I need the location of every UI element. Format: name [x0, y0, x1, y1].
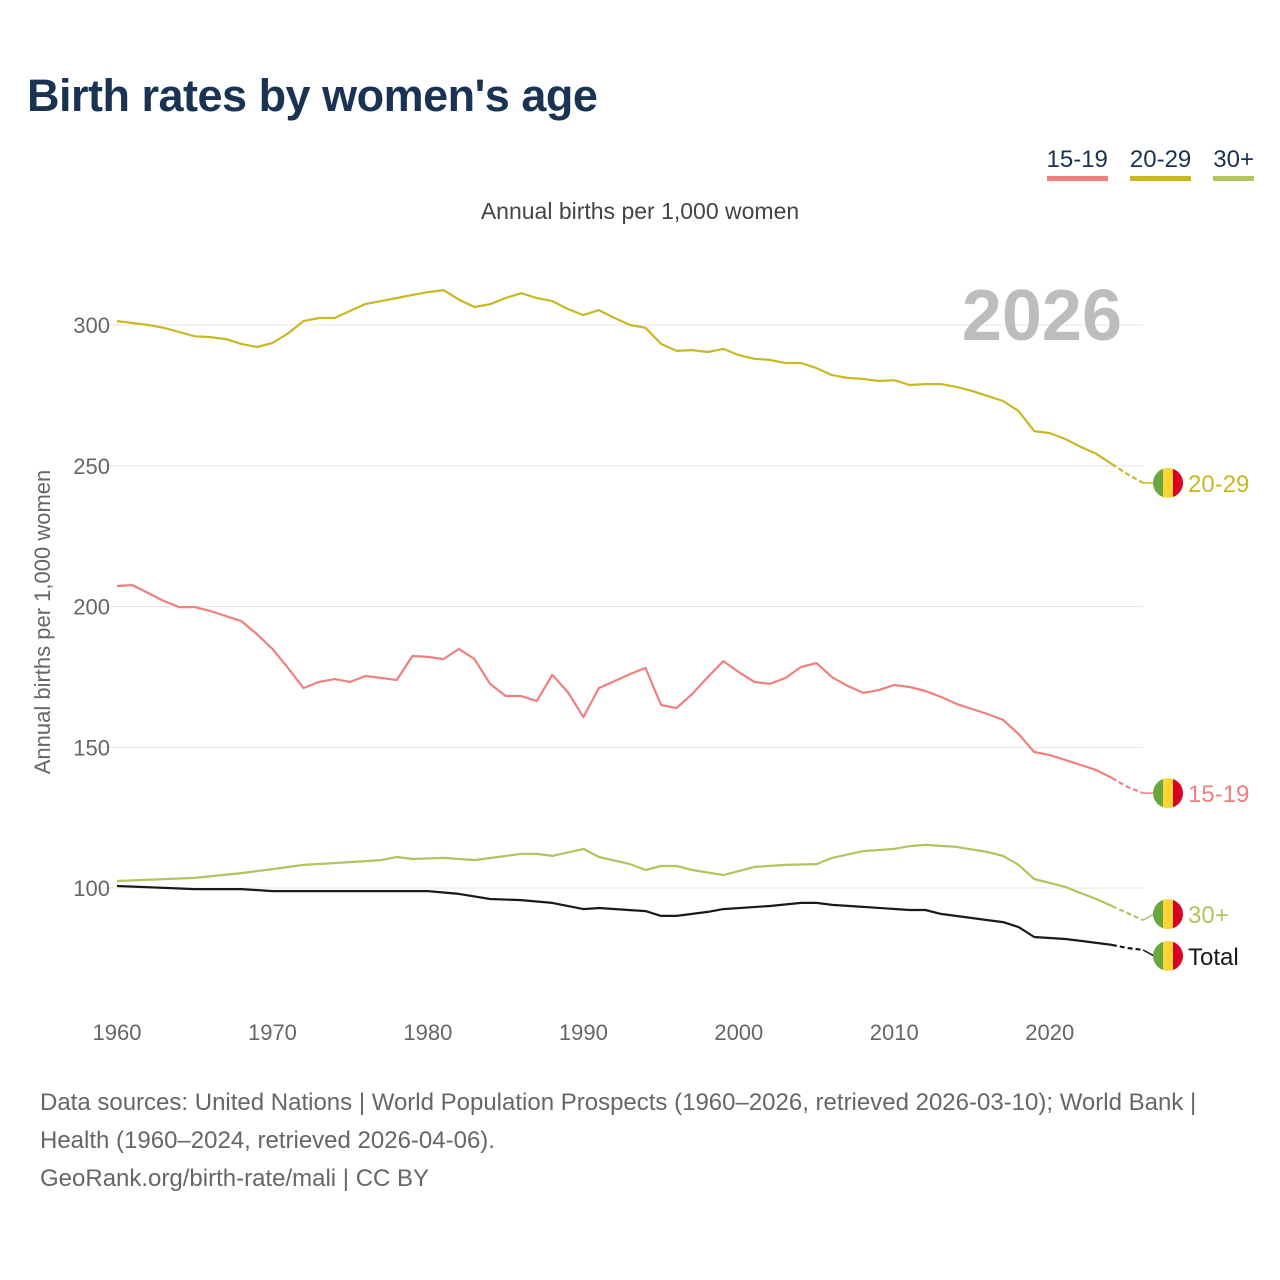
flag-stripe — [1173, 940, 1183, 971]
series-line-30+ — [116, 843, 1113, 908]
series-line-15-19 — [116, 584, 1113, 779]
x-tick-label: 2000 — [714, 1020, 763, 1045]
chart-subtitle: Annual births per 1,000 women — [480, 198, 800, 224]
flag-stripe — [1173, 467, 1183, 498]
series-end-label: 20-29 — [1188, 471, 1249, 498]
y-tick-label: 200 — [73, 595, 110, 620]
credit-link[interactable]: GeoRank.org/birth-rate/mali | CC BY — [40, 1165, 430, 1192]
flag-stripe — [1163, 899, 1174, 930]
y-tick-label: 250 — [73, 454, 110, 479]
flag-stripe — [1153, 778, 1164, 809]
y-tick-label: 300 — [73, 313, 110, 338]
series-projection-20-29 — [1111, 463, 1144, 484]
y-tick-label: 150 — [73, 735, 110, 760]
mali-flag-icon — [1153, 899, 1183, 930]
x-tick-label: 1960 — [93, 1020, 142, 1045]
x-tick-label: 1970 — [248, 1020, 297, 1045]
flag-stripe — [1173, 778, 1183, 809]
flag-stripe — [1153, 940, 1164, 971]
x-tick-label: 2010 — [870, 1020, 919, 1045]
mali-flag-icon — [1153, 467, 1183, 498]
data-sources: Data sources: United Nations | World Pop… — [40, 1089, 1197, 1154]
leader-line — [1142, 913, 1155, 921]
flag-stripe — [1163, 778, 1174, 809]
x-tick-label: 2020 — [1025, 1020, 1074, 1045]
series-projection-15-19 — [1111, 776, 1144, 795]
chart-title: Birth rates by women's age — [27, 70, 598, 121]
footer: Data sources: United Nations | World Pop… — [40, 1084, 1240, 1198]
flag-stripe — [1163, 940, 1174, 971]
flag-stripe — [1163, 467, 1174, 498]
year-watermark: 2026 — [962, 276, 1122, 356]
series-end-label: 30+ — [1188, 902, 1229, 929]
legend-item-20-29[interactable]: 20-29 — [1129, 146, 1192, 181]
flag-stripe — [1153, 467, 1164, 498]
series-end-label: Total — [1188, 944, 1239, 971]
x-tick-label: 1980 — [403, 1020, 452, 1045]
legend-item-30plus[interactable]: 30+ — [1213, 146, 1254, 181]
y-axis-label: Annual births per 1,000 women — [30, 470, 55, 775]
mali-flag-icon — [1153, 940, 1183, 971]
series-line-Total — [116, 884, 1113, 946]
series-projection-Total — [1111, 943, 1144, 951]
flag-stripe — [1153, 899, 1164, 930]
leader-line — [1142, 949, 1155, 957]
legend: 15-19 20-29 30+ — [1046, 146, 1254, 181]
series-end-label: 15-19 — [1188, 781, 1249, 808]
mali-flag-icon — [1153, 778, 1183, 809]
series-projection-30+ — [1111, 904, 1144, 922]
y-tick-label: 100 — [73, 876, 110, 901]
series-line-20-29 — [116, 289, 1113, 466]
flag-stripe — [1173, 899, 1183, 930]
x-tick-label: 1990 — [559, 1020, 608, 1045]
legend-item-15-19[interactable]: 15-19 — [1046, 146, 1108, 181]
